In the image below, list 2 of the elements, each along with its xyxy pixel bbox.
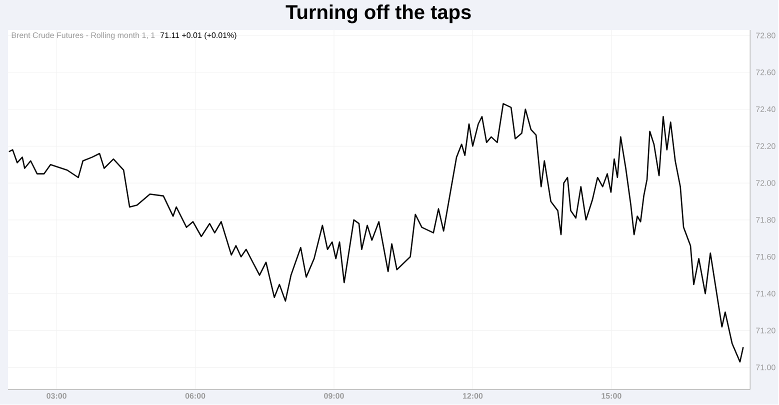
chart-title: Turning off the taps: [286, 4, 471, 24]
line-series: [8, 103, 744, 363]
